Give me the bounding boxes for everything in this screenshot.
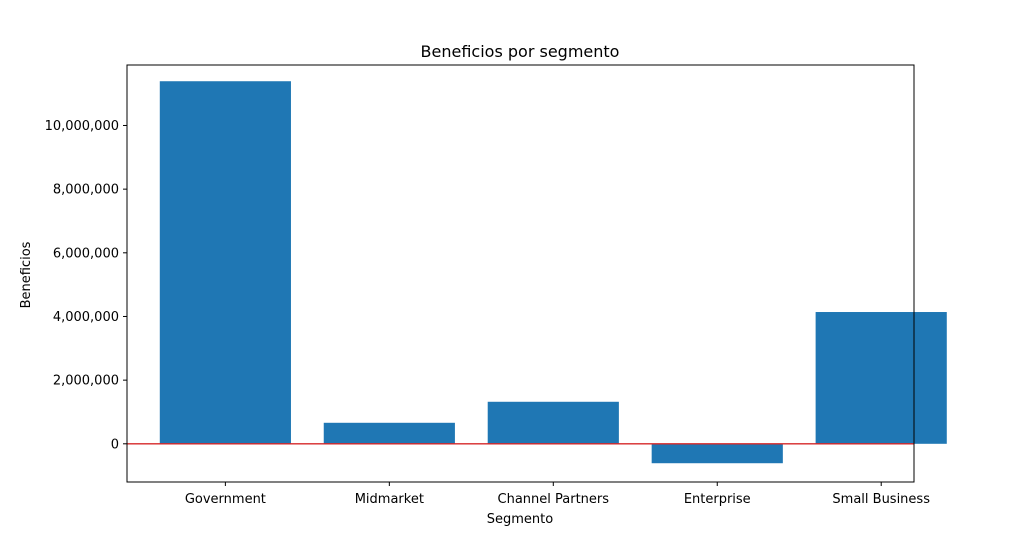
x-tick-label: Enterprise xyxy=(684,492,751,507)
bar-channel-partners xyxy=(487,401,619,444)
bar-government xyxy=(159,81,291,444)
y-tick-label: 2,000,000 xyxy=(53,374,119,389)
y-tick-label: 0 xyxy=(111,437,119,452)
y-tick-label: 4,000,000 xyxy=(53,310,119,325)
x-axis-ticks: Government Midmarket Channel Partners Enter… xyxy=(185,482,930,507)
y-tick-label: 8,000,000 xyxy=(53,183,119,198)
bar-midmarket xyxy=(323,422,455,444)
x-tick-label: Midmarket xyxy=(355,492,424,507)
y-tick-label: 10,000,000 xyxy=(45,119,119,134)
bars-group xyxy=(159,81,947,464)
bar-small-business xyxy=(815,312,947,444)
x-tick-label: Government xyxy=(185,492,266,507)
x-tick-label: Small Business xyxy=(832,492,930,507)
y-axis-ticks: 0 2,000,000 4,000,000 6,000,000 8,000,000 10,… xyxy=(45,119,127,452)
chart-title: Beneficios por segmento xyxy=(421,42,620,61)
x-tick-label: Channel Partners xyxy=(498,492,610,507)
x-axis-label: Segmento xyxy=(487,512,554,527)
axes-frame xyxy=(126,64,915,483)
y-axis-label: Beneficios xyxy=(19,241,34,308)
bar-enterprise xyxy=(651,443,783,464)
y-tick-label: 6,000,000 xyxy=(53,246,119,261)
